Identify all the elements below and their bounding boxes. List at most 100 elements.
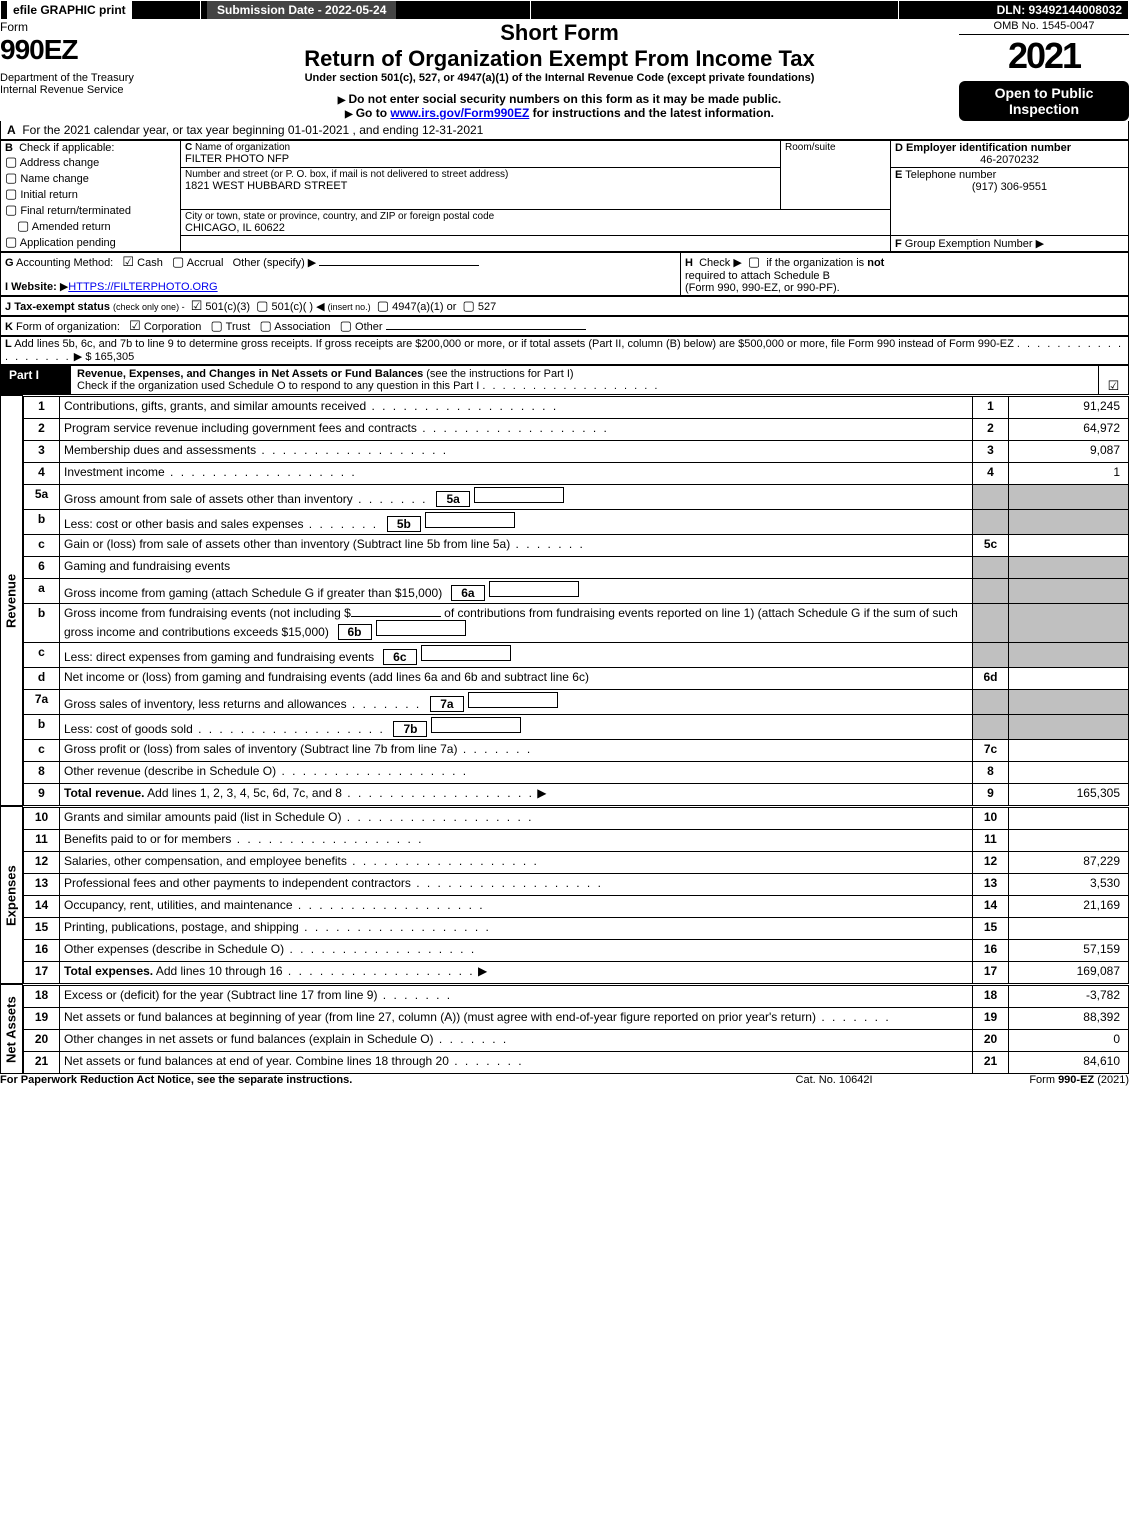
line-10: 10Grants and similar amounts paid (list … — [24, 807, 1129, 829]
l-amount: $ 165,305 — [85, 351, 134, 363]
revenue-section-label: Revenue — [1, 396, 23, 806]
h-check-pre: Check — [699, 257, 730, 269]
name-change-checkbox[interactable] — [5, 173, 17, 185]
telephone-value: (917) 306-9551 — [895, 181, 1124, 193]
part1-label: Part I — [1, 366, 71, 395]
h-line3: (Form 990, 990-EZ, or 990-PF). — [685, 282, 1124, 294]
goto-prefix: Go to — [356, 106, 391, 120]
open-public-badge: Open to Public Inspection — [959, 81, 1129, 121]
website-link[interactable]: HTTPS://FILTERPHOTO.ORG — [68, 281, 217, 293]
form-number: 990EZ — [0, 34, 160, 66]
corporation-label: Corporation — [144, 321, 201, 333]
4947-checkbox[interactable] — [377, 301, 389, 313]
section-a-calendar-year: A For the 2021 calendar year, or tax yea… — [0, 121, 1129, 140]
arrow-icon — [338, 92, 349, 106]
amended-return-checkbox[interactable] — [17, 221, 29, 233]
top-bar: efile GRAPHIC print Submission Date - 20… — [0, 0, 1129, 20]
line-16: 16Other expenses (describe in Schedule O… — [24, 939, 1129, 961]
tax-year: 2021 — [959, 35, 1129, 77]
amended-return-label: Amended return — [32, 221, 111, 233]
line-2: 2Program service revenue including gover… — [24, 418, 1129, 440]
telephone-label: Telephone number — [905, 169, 996, 181]
netassets-section-label: Net Assets — [1, 985, 23, 1074]
corporation-checkbox[interactable] — [129, 321, 141, 333]
h-check-post: if the organization is — [766, 257, 864, 269]
insert-no-label: (insert no.) — [328, 302, 371, 312]
other-method-label: Other (specify) — [233, 257, 305, 269]
k-row: K Form of organization: Corporation Trus… — [0, 316, 1129, 336]
tax-exempt-sub: (check only one) - — [113, 302, 185, 312]
association-checkbox[interactable] — [259, 321, 271, 333]
h-line2: required to attach Schedule B — [685, 270, 1124, 282]
cash-label: Cash — [137, 257, 163, 269]
line-20: 20Other changes in net assets or fund ba… — [24, 1029, 1129, 1051]
accounting-method-label: Accounting Method: — [16, 257, 113, 269]
527-label: 527 — [478, 301, 496, 313]
trust-checkbox[interactable] — [211, 321, 223, 333]
line-7a: 7aGross sales of inventory, less returns… — [24, 689, 1129, 714]
efile-print-button[interactable]: efile GRAPHIC print — [7, 1, 132, 19]
line-7b: bLess: cost of goods sold 7b — [24, 714, 1129, 739]
initial-return-checkbox[interactable] — [5, 189, 17, 201]
catalog-number: Cat. No. 10642I — [752, 1074, 916, 1086]
line-6b-amount[interactable] — [376, 620, 466, 636]
j-row: J Tax-exempt status (check only one) - 5… — [0, 296, 1129, 316]
line-5a-amount[interactable] — [474, 487, 564, 503]
line-6a-amount[interactable] — [489, 581, 579, 597]
line-5c: cGain or (loss) from sale of assets othe… — [24, 534, 1129, 556]
other-org-input[interactable] — [386, 329, 586, 330]
line-6d: dNet income or (loss) from gaming and fu… — [24, 667, 1129, 689]
501c3-checkbox[interactable] — [191, 301, 203, 313]
netassets-lines: 18Excess or (deficit) for the year (Subt… — [23, 985, 1129, 1074]
expenses-lines: 10Grants and similar amounts paid (list … — [23, 807, 1129, 984]
application-pending-checkbox[interactable] — [5, 237, 17, 249]
527-checkbox[interactable] — [462, 301, 474, 313]
line-11: 11Benefits paid to or for members11 — [24, 829, 1129, 851]
line-6: 6Gaming and fundraising events — [24, 556, 1129, 578]
line-6c: cLess: direct expenses from gaming and f… — [24, 642, 1129, 667]
other-method-input[interactable] — [319, 265, 479, 266]
line-9: 9Total revenue. Add lines 1, 2, 3, 4, 5c… — [24, 783, 1129, 805]
line-13: 13Professional fees and other payments t… — [24, 873, 1129, 895]
line-5b-amount[interactable] — [425, 512, 515, 528]
line-3: 3Membership dues and assessments39,087 — [24, 440, 1129, 462]
part1-title: Revenue, Expenses, and Changes in Net As… — [77, 368, 423, 380]
final-return-checkbox[interactable] — [5, 205, 17, 217]
line-6c-amount[interactable] — [421, 645, 511, 661]
501c-checkbox[interactable] — [256, 301, 268, 313]
city-label: City or town, state or province, country… — [185, 211, 886, 222]
submission-date-badge: Submission Date - 2022-05-24 — [207, 1, 396, 19]
association-label: Association — [274, 321, 330, 333]
cash-checkbox[interactable] — [122, 257, 134, 269]
h-checkbox[interactable] — [748, 257, 760, 269]
street-label: Number and street (or P. O. box, if mail… — [185, 169, 776, 180]
address-change-checkbox[interactable] — [5, 157, 17, 169]
org-name: FILTER PHOTO NFP — [185, 153, 776, 165]
line-14: 14Occupancy, rent, utilities, and mainte… — [24, 895, 1129, 917]
h-not: not — [867, 257, 884, 269]
box-b-label: Check if applicable: — [19, 142, 114, 154]
line-6b-contrib-input[interactable] — [351, 616, 441, 617]
line-7b-amount[interactable] — [431, 717, 521, 733]
expenses-section-label: Expenses — [1, 807, 23, 984]
schedule-o-checkbox[interactable] — [1108, 381, 1120, 393]
other-org-checkbox[interactable] — [340, 321, 352, 333]
accrual-checkbox[interactable] — [172, 257, 184, 269]
tax-exempt-label: Tax-exempt status — [14, 301, 110, 313]
part1-table: Revenue 1Contributions, gifts, grants, a… — [0, 395, 1129, 806]
line-5b: bLess: cost or other basis and sales exp… — [24, 509, 1129, 534]
line-7a-amount[interactable] — [468, 692, 558, 708]
line-6a: aGross income from gaming (attach Schedu… — [24, 578, 1129, 603]
revenue-lines: 1Contributions, gifts, grants, and simil… — [23, 396, 1129, 806]
ein-value: 46-2070232 — [895, 154, 1124, 166]
under-section: Under section 501(c), 527, or 4947(a)(1)… — [160, 72, 959, 84]
address-change-label: Address change — [20, 157, 100, 169]
accrual-label: Accrual — [187, 257, 224, 269]
form-word: Form — [0, 20, 160, 34]
irs-link[interactable]: www.irs.gov/Form990EZ — [390, 106, 529, 120]
l-text: Add lines 5b, 6c, and 7b to line 9 to de… — [14, 338, 1014, 350]
arrow-icon: ▶ — [1036, 238, 1044, 250]
no-ssn-note: Do not enter social security numbers on … — [348, 92, 781, 106]
line-8: 8Other revenue (describe in Schedule O)8 — [24, 761, 1129, 783]
4947-label: 4947(a)(1) or — [392, 301, 456, 313]
